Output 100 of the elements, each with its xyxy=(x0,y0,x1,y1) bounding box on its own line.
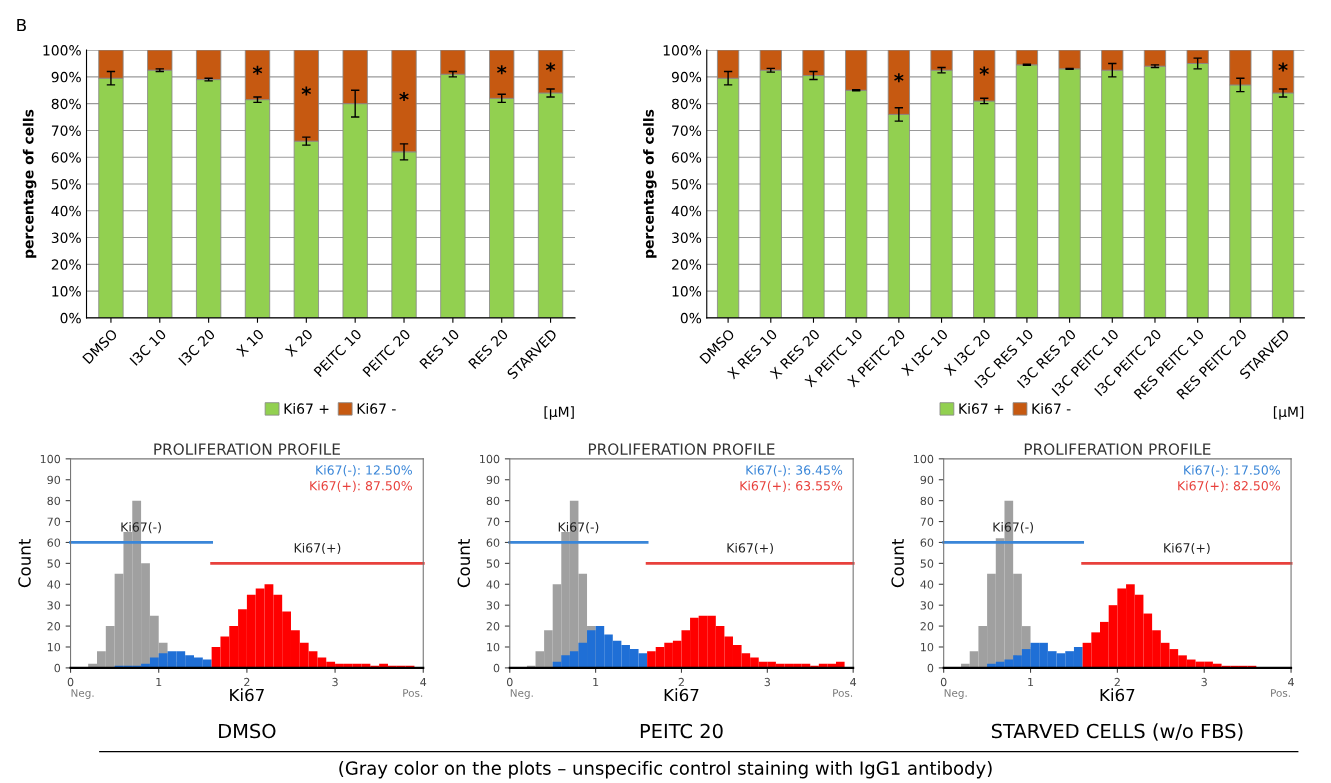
y-tick-label: 100 xyxy=(480,454,500,464)
text: Pos. xyxy=(833,689,853,697)
x-tick-label: X 10 xyxy=(235,328,265,358)
y-tick-label: 20% xyxy=(51,259,81,270)
y-tick-label: 50% xyxy=(672,178,702,190)
text: [µM] xyxy=(544,406,574,420)
x-axis-title: Ki67 xyxy=(230,688,264,702)
x-tick-label: 3 xyxy=(332,677,338,687)
y-tick-label: 10% xyxy=(52,286,81,297)
y-tick-label: 80 xyxy=(47,496,61,506)
y-tick-label: 70 xyxy=(920,517,934,526)
y-tick-label: 60% xyxy=(672,152,702,163)
x-tick-label: 0 xyxy=(506,677,513,687)
y-tick-label: 80 xyxy=(920,496,934,506)
annotation: * xyxy=(301,86,312,96)
y-tick-label: 70 xyxy=(486,517,500,526)
y-tick-label: 40% xyxy=(51,205,81,217)
y-tick-label: 100 xyxy=(913,454,934,464)
text: Neg. xyxy=(510,689,533,699)
annotation: * xyxy=(399,91,409,101)
annotation: * xyxy=(497,65,507,75)
x-axis-title: Ki67 xyxy=(664,688,699,702)
y-tick-label: 0% xyxy=(60,312,81,324)
legend-label: Ki67 + xyxy=(284,403,329,414)
annotation: * xyxy=(894,73,904,83)
annotation: Ki67(-) xyxy=(121,522,161,534)
y-tick-label: 30 xyxy=(920,601,934,610)
y-axis-title: Count xyxy=(18,539,31,588)
y-tick-label: 50% xyxy=(51,178,81,190)
x-axis-title: Ki67 xyxy=(1100,688,1135,702)
x-tick-label: 2 xyxy=(1114,677,1120,687)
y-tick-label: 100% xyxy=(663,45,702,56)
chart-title: PROLIFERATION PROFILE xyxy=(588,443,775,455)
y-axis-title: percentage of cells xyxy=(22,109,37,258)
y-tick-label: 40 xyxy=(486,580,500,589)
chart-title: PROLIFERATION PROFILE xyxy=(1024,443,1211,455)
y-tick-label: 70% xyxy=(672,125,702,136)
y-tick-label: 100 xyxy=(40,454,61,464)
y-tick-label: 10 xyxy=(47,642,61,652)
x-tick-label: 2 xyxy=(678,677,684,687)
y-tick-label: 40% xyxy=(671,205,702,217)
x-tick-label: 1 xyxy=(593,677,599,687)
text: Neg. xyxy=(944,689,967,699)
y-tick-label: 60% xyxy=(51,152,81,163)
y-tick-label: 80% xyxy=(671,98,702,110)
x-tick-label: 0 xyxy=(940,677,947,687)
x-tick-label: 4 xyxy=(420,677,427,687)
y-tick-label: 70% xyxy=(51,125,81,136)
y-tick-label: 40 xyxy=(47,580,61,589)
y-tick-label: 0 xyxy=(54,663,61,673)
text: Pos. xyxy=(403,689,423,697)
x-tick-label: 1 xyxy=(1028,677,1034,687)
y-axis-title: percentage of cells xyxy=(643,109,657,258)
y-tick-label: 10 xyxy=(487,642,500,652)
text: PEITC 20 xyxy=(640,723,723,739)
annotation: Ki67(+): 87.50% xyxy=(310,480,412,492)
y-tick-label: 90 xyxy=(486,475,500,485)
y-tick-label: 60 xyxy=(920,538,934,547)
y-tick-label: 50 xyxy=(47,559,61,568)
text: DMSO xyxy=(219,723,276,739)
annotation: * xyxy=(1278,62,1288,72)
y-tick-label: 30 xyxy=(47,601,61,610)
annotation: Ki67(+): 82.50% xyxy=(1178,480,1280,492)
legend-label: Ki67 - xyxy=(1032,403,1071,414)
y-tick-label: 0 xyxy=(493,663,500,673)
x-tick-label: I3C 10 xyxy=(129,328,167,366)
y-tick-label: 30 xyxy=(486,601,500,610)
x-tick-label: 4 xyxy=(1288,677,1294,687)
x-tick-label: X 20 xyxy=(284,328,314,358)
y-tick-label: 0% xyxy=(680,312,702,324)
annotation: * xyxy=(979,66,989,76)
y-tick-label: 20 xyxy=(486,622,500,631)
y-tick-label: 20% xyxy=(672,259,702,270)
x-tick-label: 2 xyxy=(244,677,250,687)
x-tick-label: I3C 20 xyxy=(178,328,216,366)
y-tick-label: 20 xyxy=(47,622,61,631)
y-tick-label: 80 xyxy=(486,496,500,506)
annotation: Ki67(+) xyxy=(294,542,341,555)
y-axis-title: Count xyxy=(891,539,904,588)
x-tick-label: 3 xyxy=(1201,677,1207,687)
text: STARVED CELLS (w/o FBS) xyxy=(991,723,1243,741)
annotation: * xyxy=(252,65,263,75)
y-tick-label: 100% xyxy=(43,45,81,56)
y-tick-label: 60 xyxy=(486,538,500,547)
annotation: Ki67(-) xyxy=(558,522,599,534)
y-tick-label: 10 xyxy=(921,642,934,652)
legend-label: Ki67 - xyxy=(357,403,396,414)
annotation: Ki67(-): 17.50% xyxy=(1184,465,1280,477)
annotation: Ki67(-) xyxy=(993,522,1033,534)
annotation: Ki67(-): 36.45% xyxy=(746,465,843,477)
y-tick-label: 80% xyxy=(51,98,81,110)
annotation: * xyxy=(545,62,556,72)
y-tick-label: 0 xyxy=(927,663,934,673)
legend-label: Ki67 + xyxy=(959,403,1004,414)
y-tick-label: 90% xyxy=(671,71,702,83)
y-tick-label: 70 xyxy=(47,517,61,526)
x-tick-label: 3 xyxy=(764,677,770,687)
x-tick-label: 1 xyxy=(156,677,162,687)
text: Neg. xyxy=(71,689,94,699)
text: [µM] xyxy=(1273,406,1304,420)
